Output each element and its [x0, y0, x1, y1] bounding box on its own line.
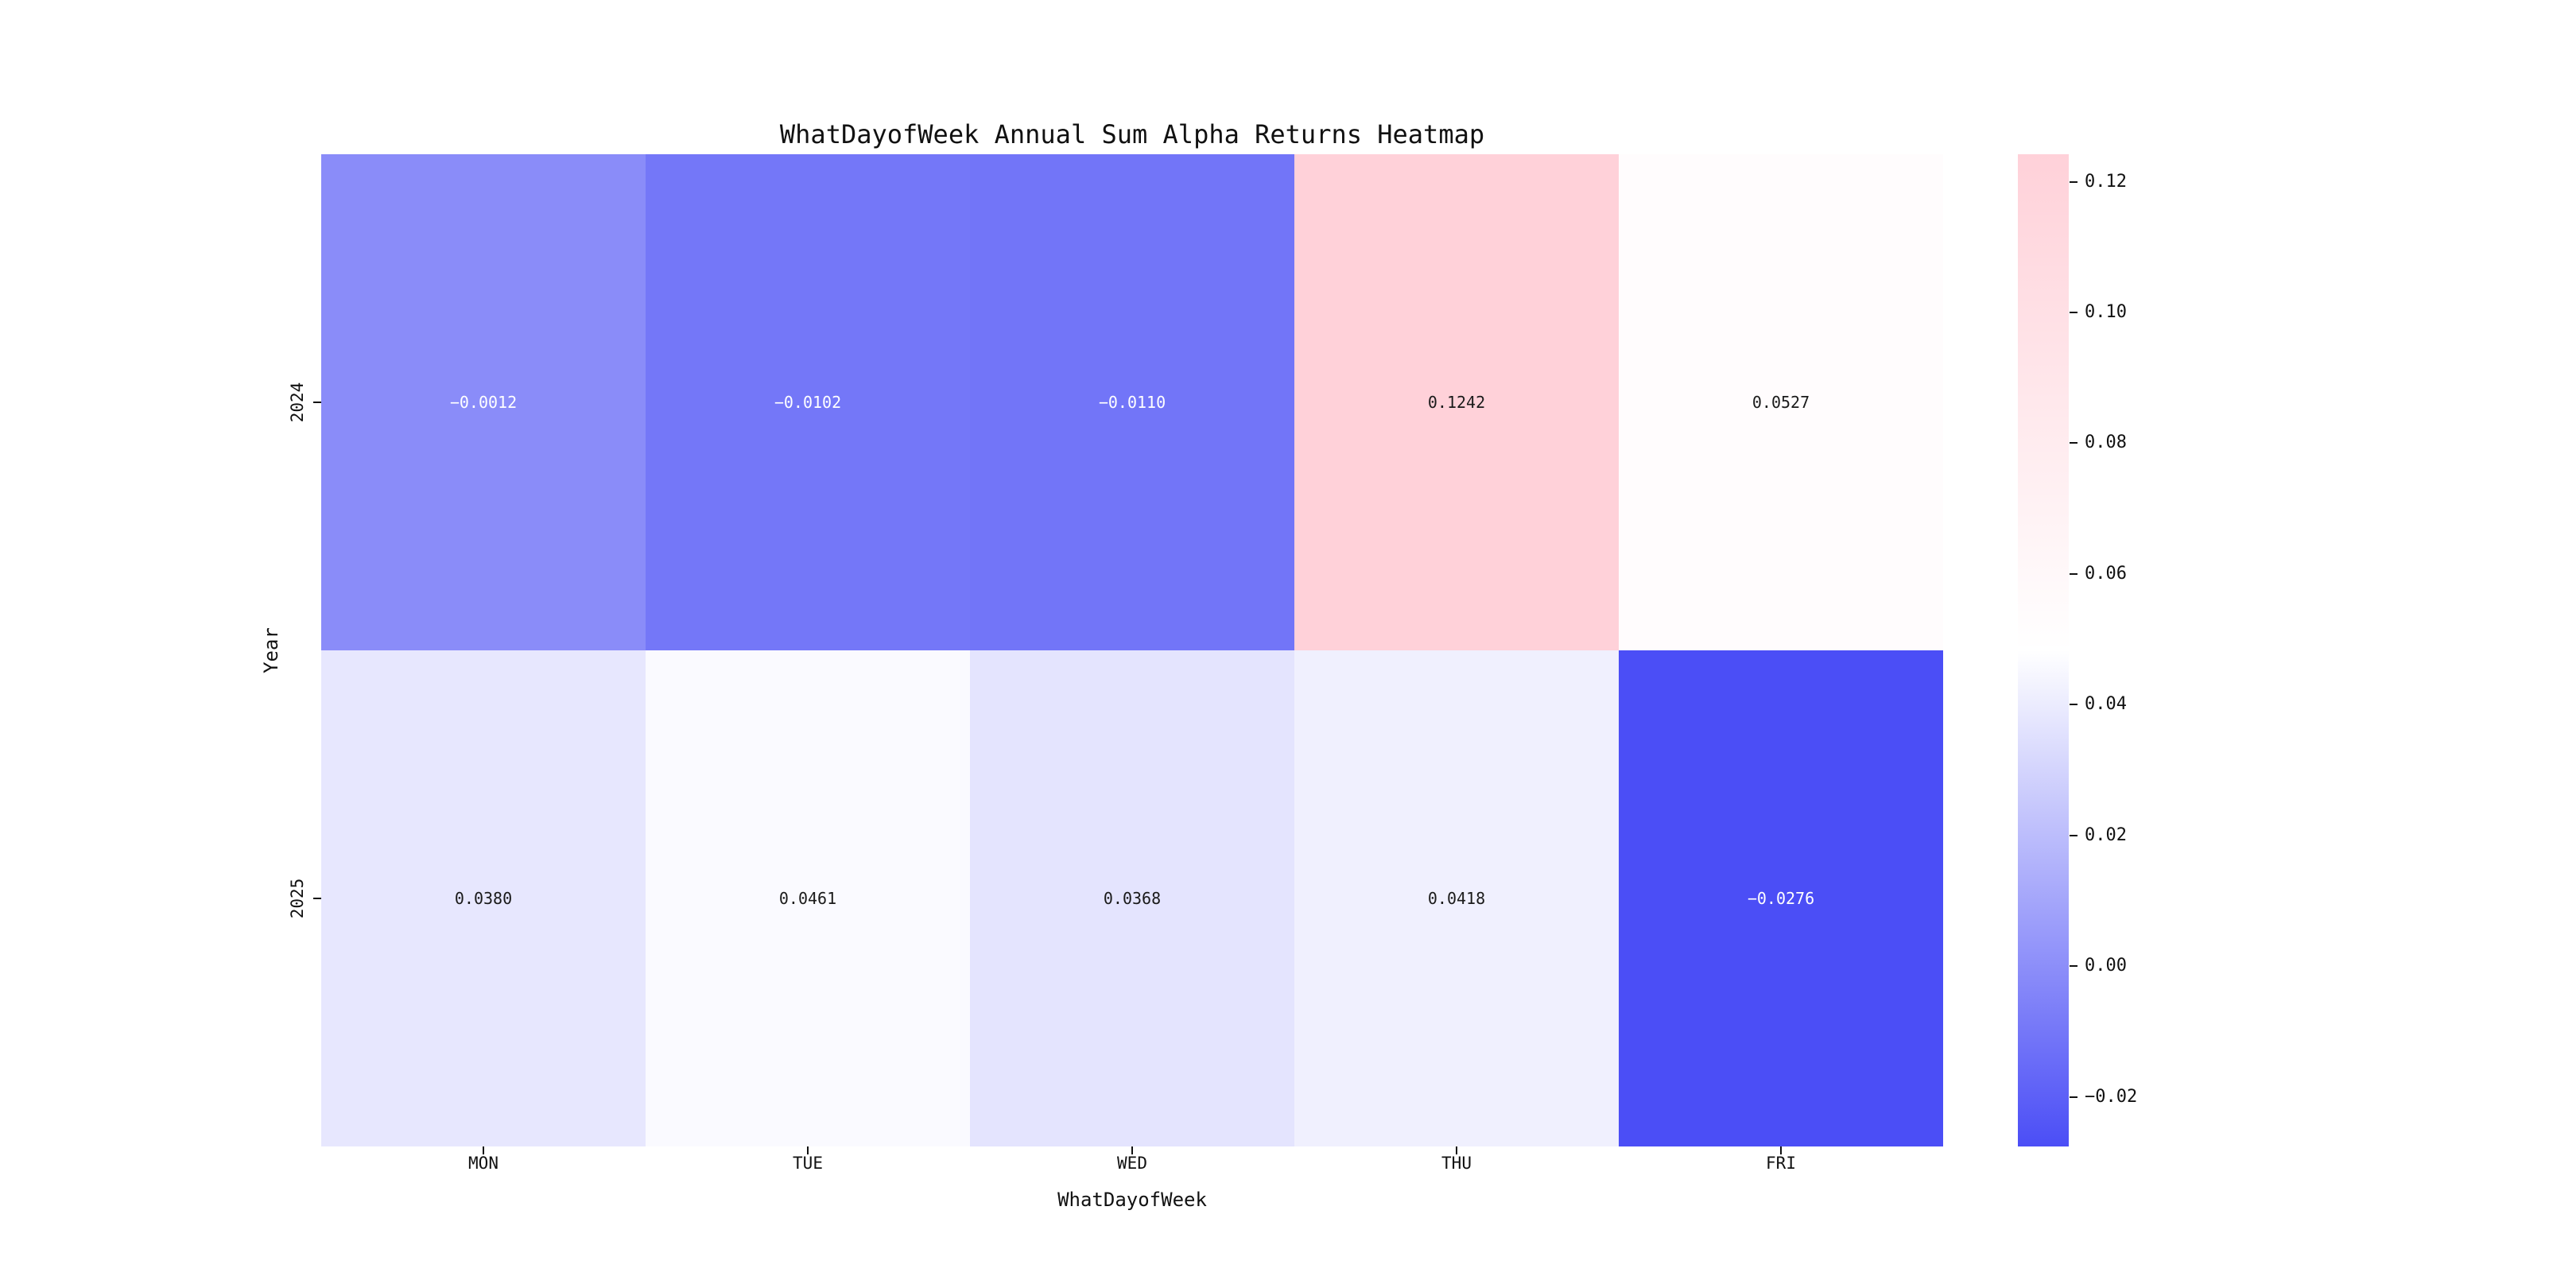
colorbar-tick-mark: [2070, 572, 2077, 575]
colorbar-tick-label: 0.10: [2085, 301, 2127, 322]
cell-value: −0.0276: [1747, 889, 1815, 908]
x-tick-mark: [483, 1146, 484, 1154]
colorbar-tick-label: −0.02: [2085, 1086, 2138, 1107]
cell-value: 0.0380: [454, 889, 513, 908]
heatmap-cell-2024-TUE: −0.0102: [646, 154, 970, 650]
chart-title: WhatDayofWeek Annual Sum Alpha Returns H…: [779, 119, 1485, 149]
heatmap-cell-2024-THU: 0.1242: [1294, 154, 1619, 650]
colorbar-tick-mark: [2070, 311, 2077, 313]
heatmap-cell-2024-FRI: 0.0527: [1619, 154, 1943, 650]
heatmap-cell-2024-MON: −0.0012: [321, 154, 646, 650]
colorbar-tick-label: 0.06: [2085, 563, 2127, 584]
heatmap-cell-2025-FRI: −0.0276: [1619, 650, 1943, 1146]
colorbar-tick-mark: [2070, 442, 2077, 444]
colorbar-tick-label: 0.00: [2085, 956, 2127, 976]
x-tick-label-THU: THU: [1441, 1154, 1472, 1173]
y-tick-mark: [313, 402, 321, 403]
cell-value: 0.0368: [1103, 889, 1162, 908]
x-tick-mark: [1131, 1146, 1133, 1154]
x-tick-label-TUE: TUE: [793, 1154, 823, 1173]
colorbar-tick-label: 0.04: [2085, 694, 2127, 715]
y-tick-mark: [313, 898, 321, 899]
x-tick-label-WED: WED: [1117, 1154, 1147, 1173]
colorbar-tick-mark: [2070, 834, 2077, 836]
x-tick-mark: [1456, 1146, 1457, 1154]
x-tick-label-MON: MON: [468, 1154, 499, 1173]
cell-value: −0.0012: [449, 393, 518, 412]
x-tick-mark: [807, 1146, 809, 1154]
colorbar-tick-label: 0.12: [2085, 171, 2127, 192]
y-tick-label-2024: 2024: [288, 382, 307, 423]
x-tick-label-FRI: FRI: [1766, 1154, 1796, 1173]
x-tick-mark: [1780, 1146, 1782, 1154]
cell-value: 0.0461: [778, 889, 837, 908]
heatmap-cell-2025-THU: 0.0418: [1294, 650, 1619, 1146]
colorbar-tick-mark: [2070, 704, 2077, 706]
colorbar-tick-mark: [2070, 965, 2077, 968]
cell-value: 0.1242: [1427, 393, 1486, 412]
colorbar-tick-label: 0.08: [2085, 433, 2127, 453]
cell-value: 0.0527: [1752, 393, 1810, 412]
colorbar: [2018, 154, 2069, 1146]
heatmap-cell-2024-WED: −0.0110: [970, 154, 1294, 650]
heatmap-cell-2025-WED: 0.0368: [970, 650, 1294, 1146]
heatmap-plot-area: −0.0012 −0.0102 −0.0110 0.1242 0.0527 0.0380 0…: [321, 154, 1943, 1146]
x-axis-label: WhatDayofWeek: [1057, 1189, 1207, 1211]
colorbar-tick-mark: [2070, 1096, 2077, 1098]
heatmap-cell-2025-MON: 0.0380: [321, 650, 646, 1146]
cell-value: −0.0110: [1098, 393, 1166, 412]
colorbar-tick-mark: [2070, 180, 2077, 183]
colorbar-tick-label: 0.02: [2085, 824, 2127, 845]
heatmap-cell-2025-TUE: 0.0461: [646, 650, 970, 1146]
cell-value: 0.0418: [1427, 889, 1486, 908]
y-axis-label: Year: [260, 627, 282, 673]
cell-value: −0.0102: [774, 393, 842, 412]
y-tick-label-2025: 2025: [288, 878, 307, 919]
